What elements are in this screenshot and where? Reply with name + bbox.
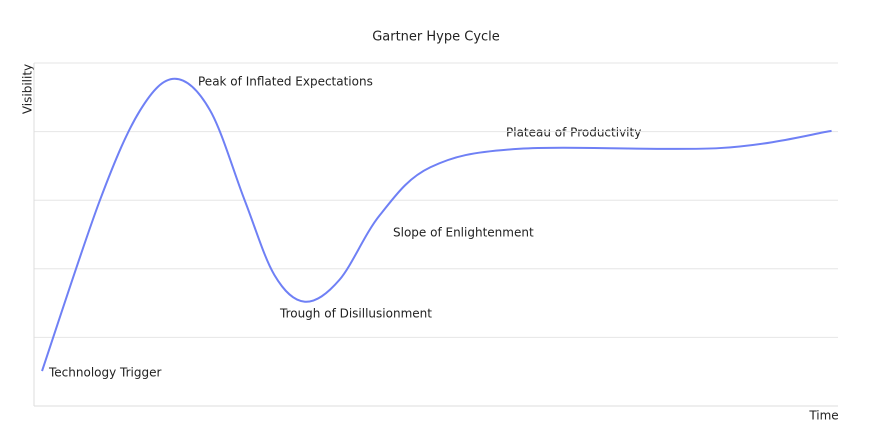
line-series [41, 77, 832, 372]
annotation: Peak of Inflated Expectations [198, 75, 373, 89]
annotation: Plateau of Productivity [506, 126, 641, 140]
annotation: Technology Trigger [48, 366, 161, 380]
annotation: Slope of Enlightenment [393, 226, 534, 240]
chart-title: Gartner Hype Cycle [372, 30, 500, 45]
annotation: Trough of Disillusionment [279, 307, 432, 321]
x-axis-label: Time [808, 409, 838, 423]
y-axis-label: Visibility [21, 64, 35, 114]
